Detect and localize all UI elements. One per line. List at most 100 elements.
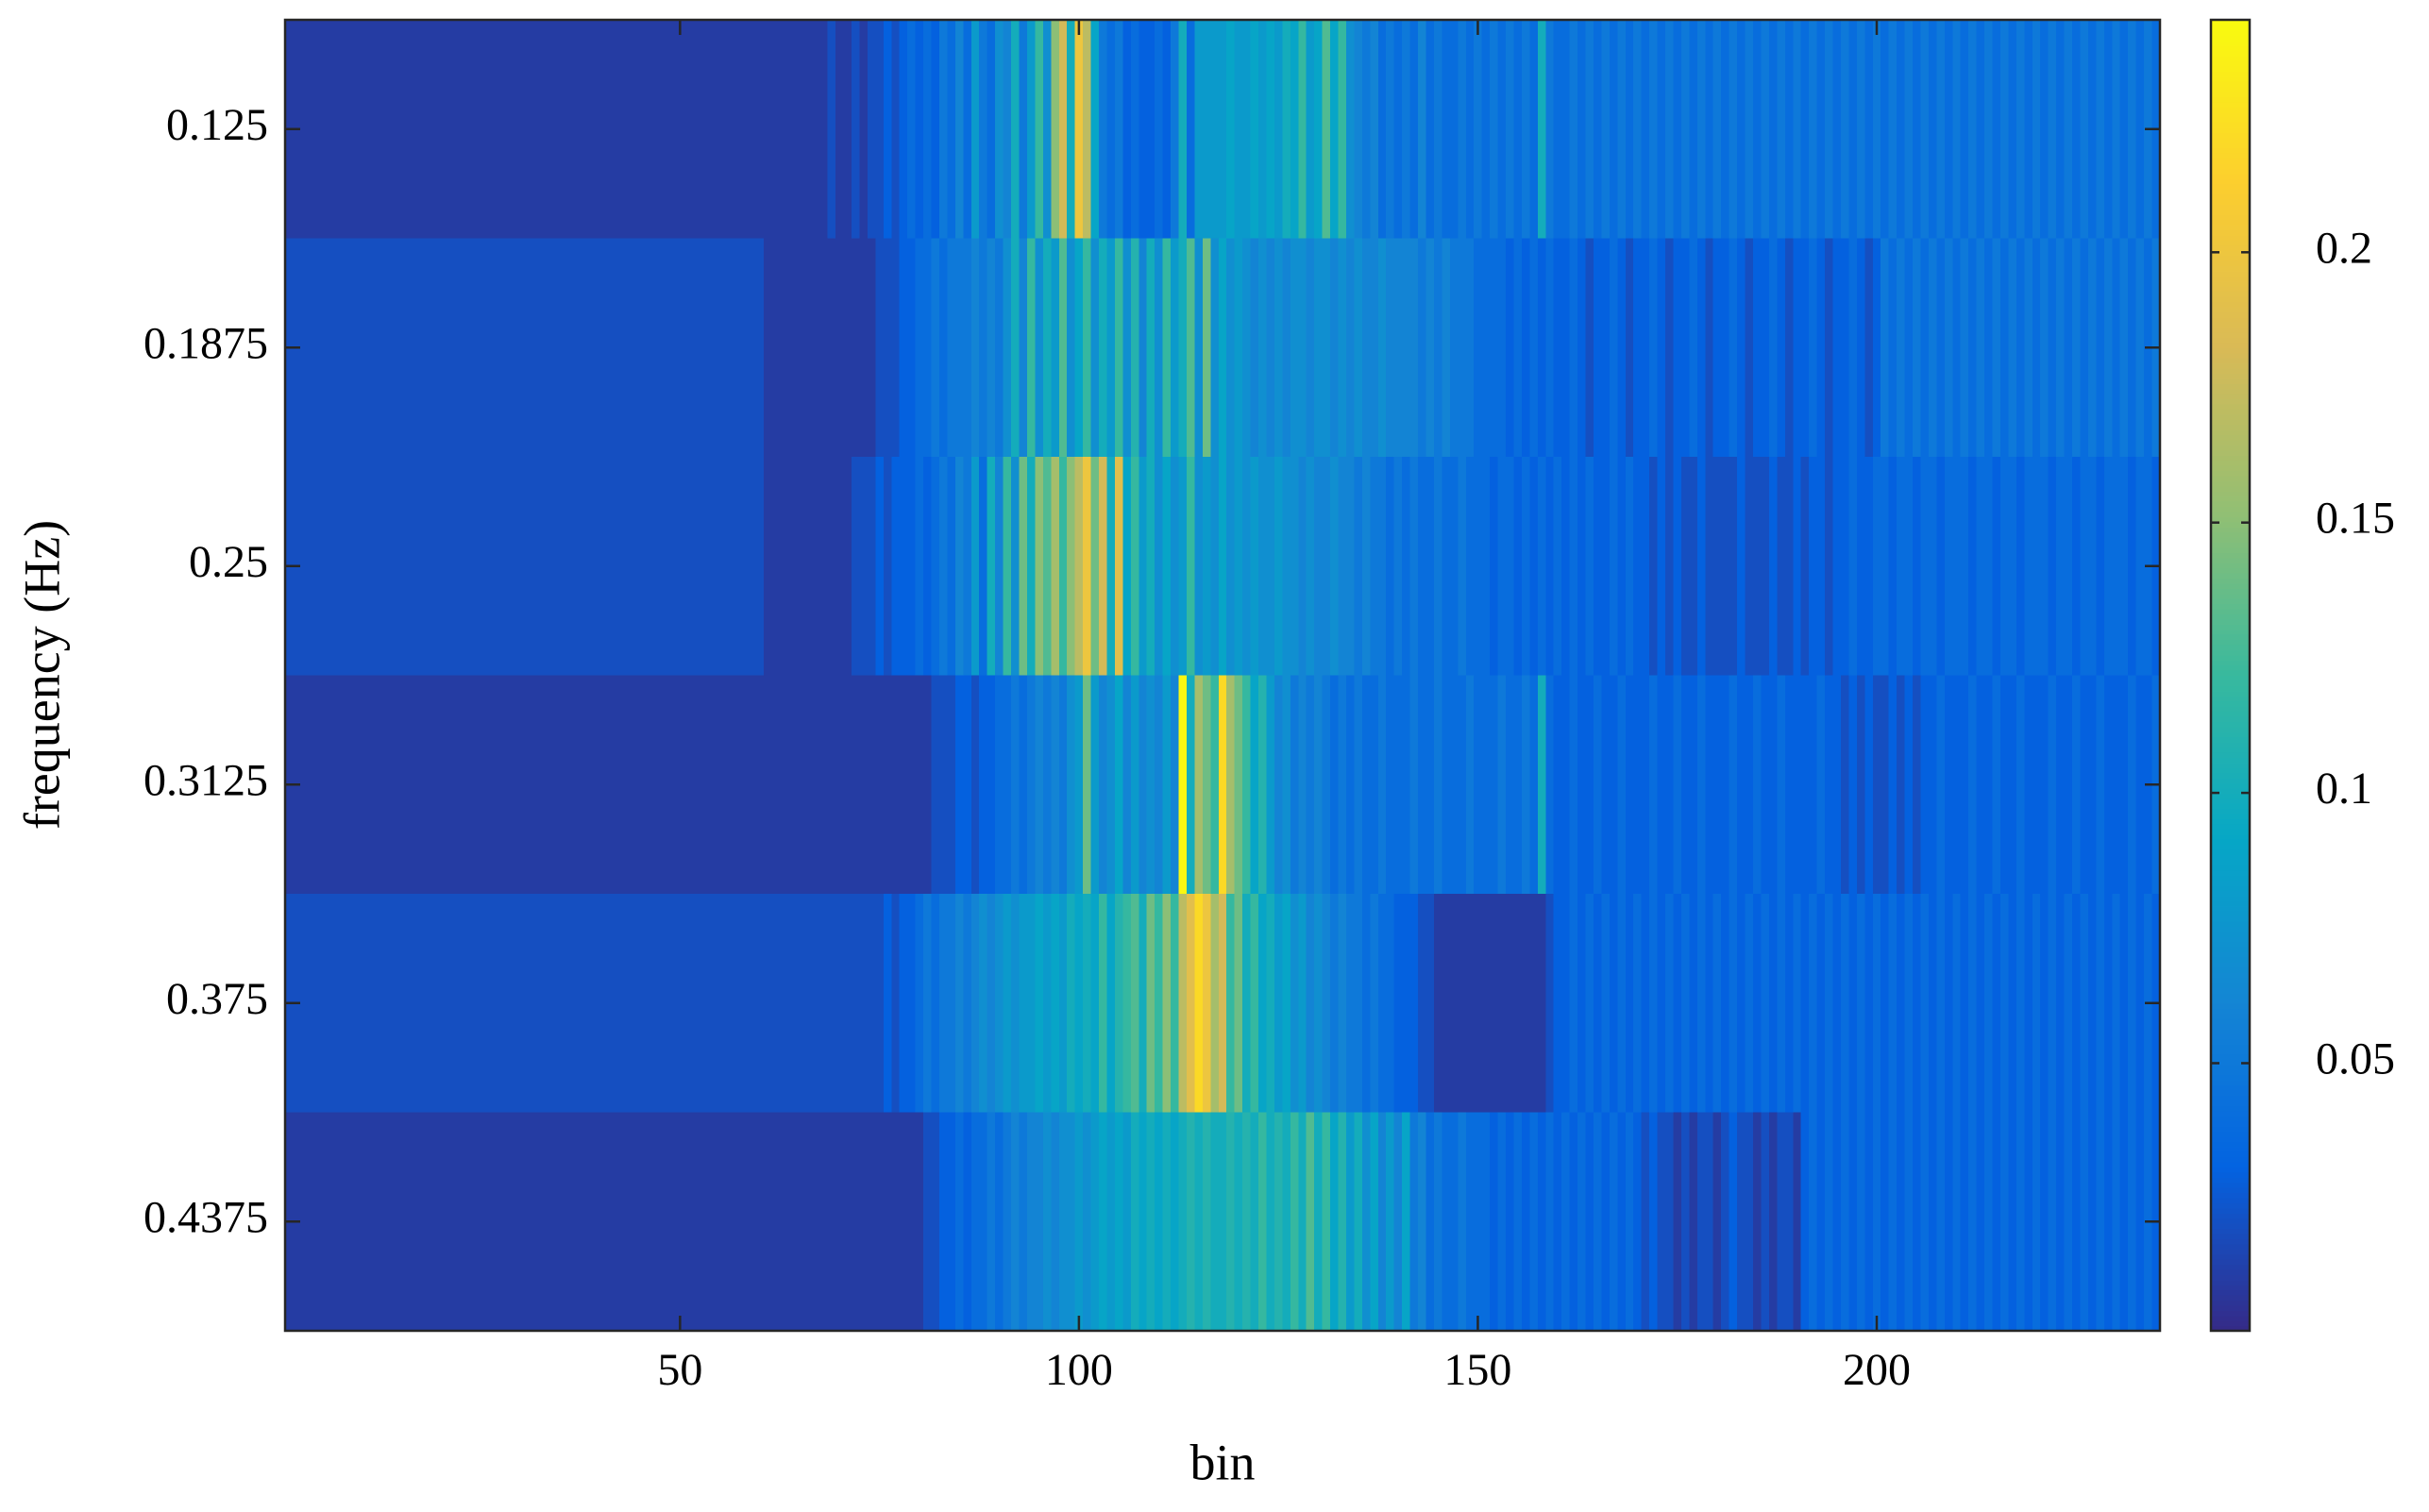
cell xyxy=(1784,675,1794,895)
cell xyxy=(1657,894,1666,1114)
colorbar-swatch xyxy=(2211,639,2250,646)
cell xyxy=(1074,238,1084,458)
cell xyxy=(987,457,996,677)
cell xyxy=(1976,457,1985,677)
cell xyxy=(2119,894,2129,1114)
cell xyxy=(1067,238,1076,458)
cell xyxy=(947,1112,956,1332)
x-axis-label: bin xyxy=(1189,1434,1255,1490)
cell xyxy=(580,20,589,240)
cell xyxy=(540,238,549,458)
cell xyxy=(1928,238,1937,458)
cell xyxy=(963,675,972,895)
cell xyxy=(723,894,733,1114)
cell xyxy=(1106,675,1116,895)
cell xyxy=(732,20,741,240)
cell xyxy=(1729,20,1738,240)
cell xyxy=(1761,20,1770,240)
cell xyxy=(1793,1112,1802,1332)
cell xyxy=(1083,457,1092,677)
cell xyxy=(907,457,917,677)
cell xyxy=(852,1112,861,1332)
colorbar-swatch xyxy=(2211,409,2250,415)
cell xyxy=(1745,1112,1754,1332)
colorbar-swatch xyxy=(2211,1325,2250,1332)
cell xyxy=(1474,20,1483,240)
colorbar-swatch xyxy=(2211,1120,2250,1127)
cell xyxy=(1809,894,1818,1114)
cell xyxy=(1218,238,1227,458)
cell xyxy=(915,238,924,458)
cell xyxy=(1099,1112,1108,1332)
colorbar-swatch xyxy=(2211,1125,2250,1132)
colorbar-swatch xyxy=(2211,1238,2250,1245)
cell xyxy=(1370,457,1379,677)
cell xyxy=(429,457,438,677)
cell xyxy=(1418,894,1427,1114)
cell xyxy=(764,238,773,458)
cell xyxy=(764,457,773,677)
cell xyxy=(1513,675,1523,895)
cell xyxy=(1752,1112,1763,1332)
cell xyxy=(1992,1112,2001,1332)
cell xyxy=(803,20,813,240)
cell xyxy=(1162,457,1172,677)
colorbar-swatch xyxy=(2211,342,2250,348)
cell xyxy=(1393,238,1403,458)
cell xyxy=(1051,20,1060,240)
cell xyxy=(1625,675,1634,895)
cell xyxy=(341,20,350,240)
colorbar-swatch xyxy=(2211,209,2250,215)
cell xyxy=(1864,238,1874,458)
cell xyxy=(1561,894,1571,1114)
cell xyxy=(1752,457,1763,677)
cell xyxy=(404,675,413,895)
cell xyxy=(309,20,318,240)
colorbar-swatch xyxy=(2211,742,2250,748)
cell xyxy=(1178,1112,1188,1332)
cell xyxy=(436,675,446,895)
colorbar-swatch xyxy=(2211,880,2250,886)
cell xyxy=(1458,675,1467,895)
cell xyxy=(516,457,526,677)
cell xyxy=(1162,20,1172,240)
cell xyxy=(987,238,996,458)
colorbar-swatch xyxy=(2211,322,2250,328)
cell xyxy=(1705,1112,1714,1332)
colorbar-swatch xyxy=(2211,1197,2250,1203)
cell xyxy=(1816,20,1826,240)
cell xyxy=(1490,20,1499,240)
colorbar-swatch xyxy=(2211,362,2250,369)
cell xyxy=(2056,457,2066,677)
cell xyxy=(852,20,861,240)
colorbar-swatch xyxy=(2211,778,2250,784)
cell xyxy=(1928,675,1937,895)
cell xyxy=(364,675,374,895)
cell xyxy=(1458,238,1467,458)
colorbar-swatch xyxy=(2211,884,2250,891)
cell xyxy=(1425,457,1435,677)
colorbar-swatch xyxy=(2211,229,2250,236)
cell xyxy=(429,20,438,240)
cell xyxy=(1569,457,1578,677)
cell xyxy=(1545,238,1555,458)
cell xyxy=(309,675,318,895)
cell xyxy=(1266,238,1275,458)
cell xyxy=(628,675,637,895)
cell xyxy=(468,1112,478,1332)
cell xyxy=(1242,1112,1252,1332)
cell xyxy=(1402,894,1411,1114)
cell xyxy=(2072,675,2082,895)
cell xyxy=(1322,238,1331,458)
cell xyxy=(1418,20,1427,240)
cell xyxy=(1194,457,1204,677)
cell xyxy=(2064,675,2073,895)
cell xyxy=(1761,238,1770,458)
cell xyxy=(420,894,430,1114)
cell xyxy=(1290,1112,1299,1332)
cell xyxy=(1042,238,1052,458)
cell xyxy=(1146,894,1155,1114)
cell xyxy=(692,675,701,895)
cell xyxy=(771,1112,781,1332)
cell xyxy=(970,238,980,458)
